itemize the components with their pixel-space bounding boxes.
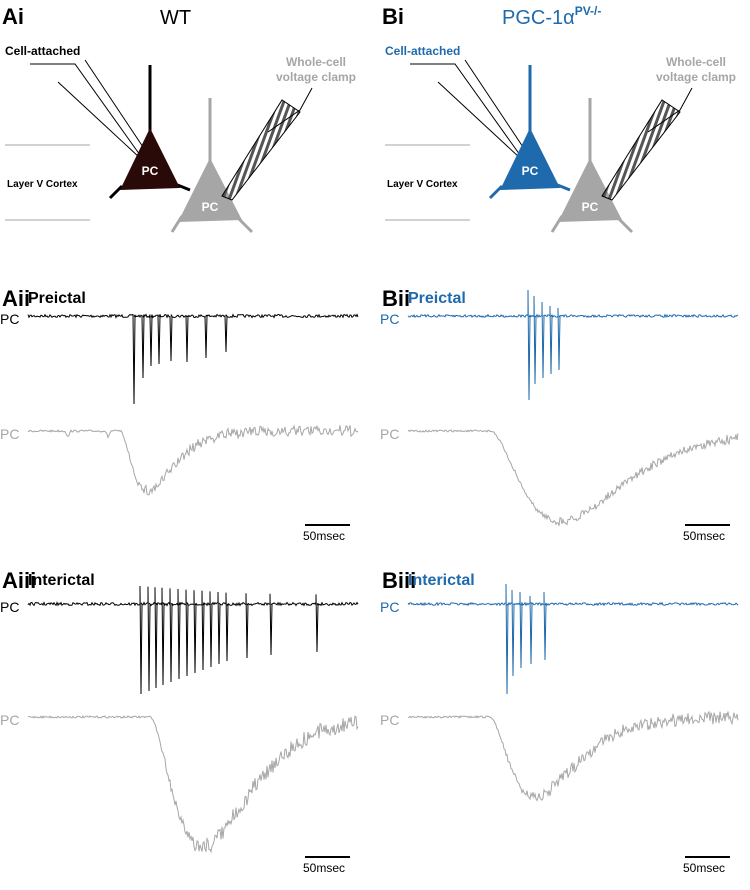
trace-label: PC [0, 599, 19, 615]
pipette [410, 63, 521, 159]
cell-attached-trace [27, 313, 359, 405]
soma [178, 158, 242, 222]
whole-cell-trace [27, 424, 359, 496]
whole-cell-label: voltage clamp [656, 70, 736, 84]
cell-attached-label: Cell-attached [385, 44, 460, 58]
cell-attached-trace [27, 585, 359, 695]
soma [558, 158, 622, 222]
layer-label: Layer V Cortex [387, 179, 458, 190]
pipette-wire [267, 87, 313, 133]
scale-label: 50msec [303, 529, 345, 543]
title-text: PGC-1α [502, 7, 575, 29]
trace-label: PC [0, 712, 19, 728]
trace-label: PC [380, 712, 399, 728]
whole-cell-label: voltage clamp [276, 70, 356, 84]
soma-label: PC [142, 164, 159, 178]
column: Ai WT Layer V Cortex PC PC Cell-attached Whole… [0, 4, 359, 875]
trace-label: PC [380, 311, 399, 327]
whole-cell-trace [407, 429, 739, 526]
trace-label: PC [380, 599, 399, 615]
scale-label: 50msec [683, 861, 725, 875]
cell-attached-label: Cell-attached [5, 44, 80, 58]
pipette [84, 59, 146, 151]
phase-label: Interictal [28, 572, 95, 589]
panel-label: Bi [382, 4, 404, 29]
cell-attached-trace [407, 583, 739, 695]
soma [500, 128, 560, 190]
column-title: WT [160, 7, 191, 29]
whole-cell-pipette [221, 99, 301, 201]
soma [120, 128, 180, 190]
column-title: PGC-1αPV-/- [502, 4, 601, 29]
trace-label: PC [0, 311, 19, 327]
pipette [30, 63, 141, 159]
trace-label: PC [0, 426, 19, 442]
panel-label: Aiii [2, 568, 36, 593]
whole-cell-label: Whole-cell [666, 55, 726, 69]
panel-label: Bii [382, 286, 410, 311]
whole-cell-pipette [601, 99, 681, 201]
column: Bi PGC-1αPV-/- Layer V Cortex PC PC Cell-atta… [380, 4, 739, 875]
title-superscript: PV-/- [575, 4, 602, 18]
whole-cell-trace [27, 714, 359, 854]
layer-label: Layer V Cortex [7, 179, 78, 190]
whole-cell-label: Whole-cell [286, 55, 346, 69]
scale-label: 50msec [683, 529, 725, 543]
soma-label: PC [202, 200, 219, 214]
panel-label: Ai [2, 4, 24, 29]
soma-label: PC [522, 164, 539, 178]
whole-cell-trace [407, 710, 739, 802]
trace-label: PC [380, 426, 399, 442]
title-text: WT [160, 7, 191, 29]
panel-label: Biii [382, 568, 416, 593]
pipette [464, 59, 526, 151]
phase-label: Preictal [408, 290, 466, 307]
soma-label: PC [582, 200, 599, 214]
panel-label: Aii [2, 286, 30, 311]
cell-attached-trace [407, 289, 739, 401]
phase-label: Preictal [28, 290, 86, 307]
pipette-wire [647, 87, 693, 133]
phase-label: Interictal [408, 572, 475, 589]
scale-label: 50msec [303, 861, 345, 875]
